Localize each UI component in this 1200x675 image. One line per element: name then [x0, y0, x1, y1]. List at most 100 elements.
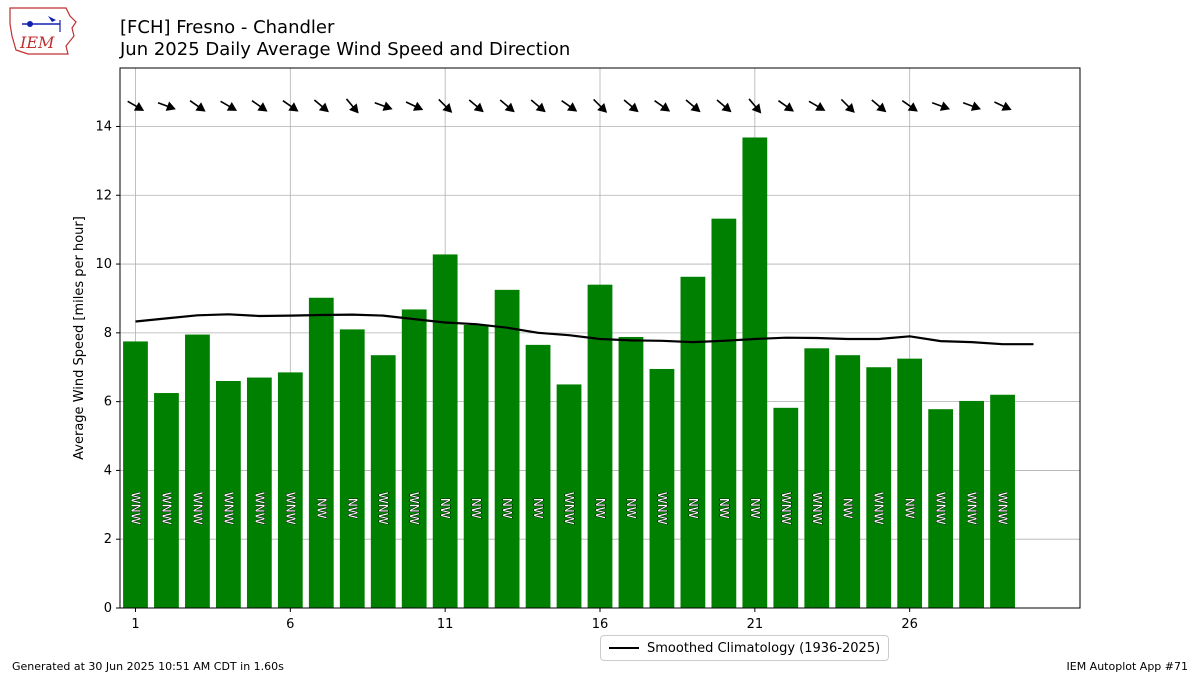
chart-title: [FCH] Fresno - Chandler Jun 2025 Daily A…	[120, 17, 570, 61]
direction-arrow-day-16	[593, 98, 608, 113]
y-tick-label: 0	[104, 601, 112, 616]
bar-day-14	[525, 344, 551, 608]
bar-day-13	[494, 289, 520, 608]
direction-label-day-14: NW	[531, 498, 545, 519]
direction-arrow-day-1	[127, 100, 145, 111]
direction-arrow-day-13	[499, 99, 515, 113]
direction-label-day-18: WNW	[655, 492, 669, 525]
bar-day-11	[432, 254, 458, 608]
direction-arrow-day-8	[345, 98, 359, 114]
direction-arrow-day-15	[561, 100, 578, 112]
legend-line-swatch	[609, 647, 639, 649]
y-tick-label: 14	[95, 119, 112, 134]
direction-arrow-day-17	[623, 99, 639, 113]
y-tick-label: 8	[104, 326, 112, 341]
direction-label-layer: WNW WNW WNW WNW WNW WNW NW NW WNW WNW NW NW NW NW WNW N…	[128, 491, 1010, 525]
bar-day-4	[216, 380, 241, 608]
bar-day-20	[711, 218, 737, 608]
direction-label-day-19: NW	[686, 498, 700, 519]
direction-arrow-layer	[127, 98, 1012, 114]
bar-day-5	[246, 377, 272, 608]
direction-arrow-day-21	[748, 98, 762, 114]
direction-label-day-10: WNW	[407, 492, 421, 525]
direction-arrow-day-20	[716, 99, 732, 113]
bar-day-25	[866, 367, 892, 608]
bar-layer	[123, 137, 1015, 608]
bar-day-9	[370, 355, 396, 608]
logo-vane-hub	[27, 21, 33, 27]
direction-arrow-day-6	[282, 100, 299, 112]
direction-label-day-8: NW	[345, 498, 359, 519]
title-description: Jun 2025 Daily Average Wind Speed and Di…	[120, 39, 571, 60]
bar-day-3	[185, 334, 210, 608]
bar-day-12	[463, 324, 489, 608]
direction-label-day-29: WNW	[996, 492, 1010, 525]
direction-arrow-day-28	[962, 101, 982, 111]
direction-label-day-1: WNW	[128, 492, 142, 525]
direction-arrow-day-18	[654, 100, 671, 112]
direction-arrow-day-24	[840, 98, 855, 113]
x-tick-label: 6	[286, 617, 294, 632]
bar-day-7	[308, 297, 334, 608]
bar-day-2	[154, 393, 179, 608]
bar-day-17	[618, 336, 644, 608]
y-tick-label: 2	[104, 532, 112, 547]
bar-day-6	[277, 372, 303, 608]
title-station: [FCH] Fresno - Chandler	[120, 17, 335, 38]
generated-timestamp: Generated at 30 Jun 2025 10:51 AM CDT in…	[12, 660, 284, 673]
direction-arrow-day-29	[994, 101, 1012, 111]
direction-arrow-day-27	[931, 101, 951, 111]
logo-state-outline	[9, 7, 77, 55]
bar-day-21	[742, 137, 768, 608]
legend-label: Smoothed Climatology (1936-2025)	[647, 640, 881, 656]
bar-day-27	[928, 409, 954, 608]
y-tick-label: 4	[104, 463, 112, 478]
direction-label-day-13: NW	[500, 498, 514, 519]
bar-day-24	[835, 355, 861, 608]
direction-label-day-16: NW	[593, 498, 607, 519]
direction-label-day-22: WNW	[779, 492, 793, 525]
bar-day-15	[556, 384, 582, 608]
direction-label-day-26: NW	[903, 498, 917, 519]
y-tick-label: 10	[95, 257, 112, 272]
direction-arrow-day-25	[871, 99, 887, 113]
direction-label-day-9: WNW	[376, 492, 390, 525]
bar-day-8	[339, 329, 365, 608]
x-tick-label: 26	[901, 617, 918, 632]
bar-day-23	[804, 348, 830, 608]
direction-label-day-17: NW	[624, 498, 638, 519]
direction-label-day-21: NW	[748, 498, 762, 519]
iem-logo: IEM	[9, 7, 77, 55]
direction-label-day-3: WNW	[190, 492, 204, 525]
direction-arrow-day-4	[220, 100, 238, 111]
climatology-layer	[135, 313, 1034, 346]
bar-day-29	[990, 394, 1015, 608]
bar-day-26	[897, 358, 923, 608]
legend: Smoothed Climatology (1936-2025)	[600, 635, 890, 661]
direction-arrow-day-14	[530, 99, 546, 113]
y-axis-label: Average Wind Speed [miles per hour]	[72, 216, 87, 460]
bar-day-28	[959, 400, 984, 608]
x-tick-label: 21	[747, 617, 764, 632]
bar-day-22	[773, 407, 799, 608]
app-label: IEM Autoplot App #71	[1066, 660, 1189, 673]
climatology-line	[135, 313, 1034, 346]
direction-arrow-day-12	[468, 99, 484, 113]
direction-arrow-day-11	[438, 98, 453, 113]
y-tick-label: 6	[104, 395, 112, 410]
bar-day-18	[649, 368, 675, 608]
direction-arrow-day-2	[157, 101, 176, 111]
direction-arrow-day-10	[405, 101, 424, 111]
direction-label-day-5: WNW	[252, 492, 266, 525]
bar-day-1	[123, 341, 148, 608]
direction-label-day-15: WNW	[562, 492, 576, 525]
direction-arrow-day-26	[901, 100, 918, 112]
bar-day-16	[587, 284, 613, 608]
bar-day-19	[680, 276, 706, 608]
direction-label-day-4: WNW	[221, 492, 235, 525]
direction-label-day-6: WNW	[283, 492, 297, 525]
direction-arrow-day-7	[313, 99, 329, 113]
direction-arrow-day-23	[808, 100, 826, 111]
